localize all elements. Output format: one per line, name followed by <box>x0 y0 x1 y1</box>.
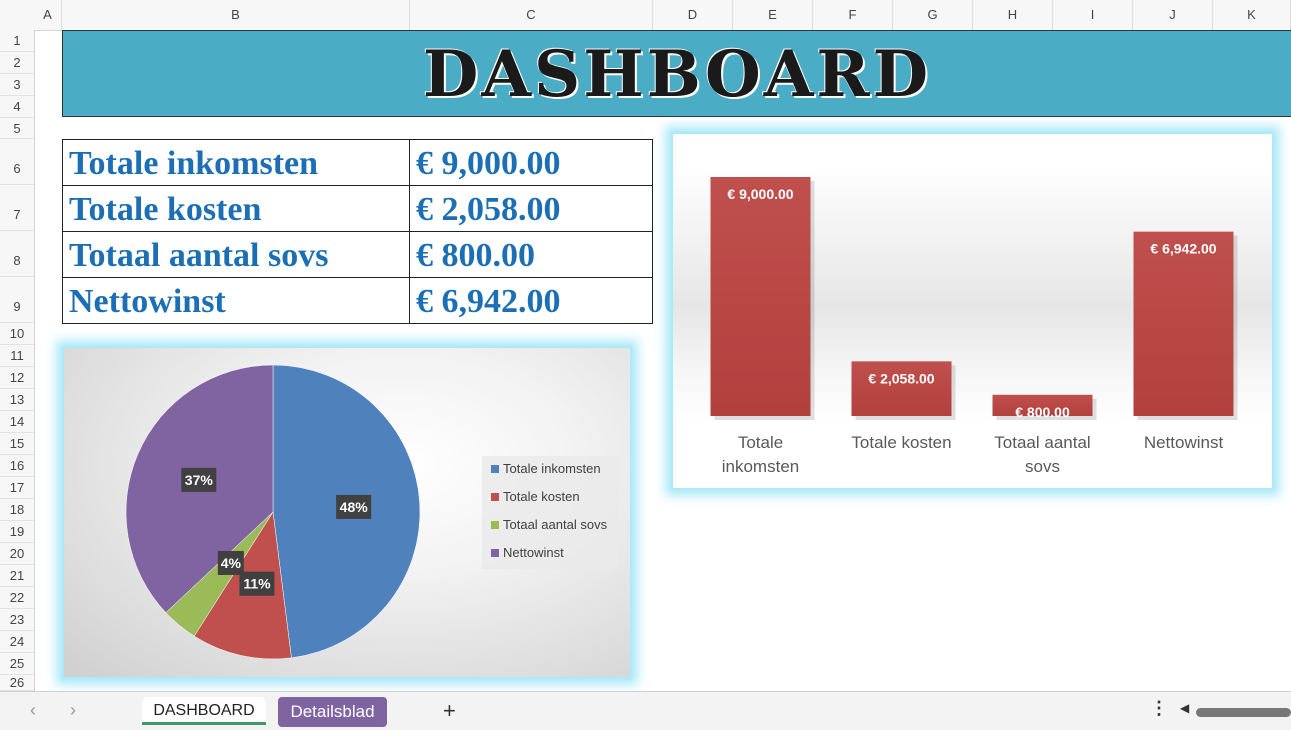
summary-label[interactable]: Totale inkomsten <box>62 139 410 186</box>
column-header-e[interactable]: E <box>733 0 813 30</box>
row-header-10[interactable]: 10 <box>0 323 34 345</box>
row-header-20[interactable]: 20 <box>0 543 34 565</box>
summary-value[interactable]: € 9,000.00 <box>409 139 653 186</box>
row-header-8[interactable]: 8 <box>0 231 34 277</box>
column-header-k[interactable]: K <box>1213 0 1291 30</box>
pie-data-label: 11% <box>243 576 271 592</box>
column-header-g[interactable]: G <box>893 0 973 30</box>
column-header-a[interactable]: A <box>34 0 62 30</box>
row-header-2[interactable]: 2 <box>0 52 34 74</box>
category-label: Nettowinst <box>1144 433 1224 452</box>
legend-swatch <box>491 521 499 529</box>
category-label: Totale inkomsten <box>722 433 799 476</box>
summary-value[interactable]: € 2,058.00 <box>409 185 653 232</box>
row-header-4[interactable]: 4 <box>0 96 34 118</box>
pie-chart-svg: 48% 11%4% 37% Totale inkomsten Totale koste… <box>125 364 619 660</box>
bar[interactable] <box>1133 231 1234 416</box>
summary-row: Totale inkomsten € 9,000.00 <box>62 139 653 186</box>
row-header-24[interactable]: 24 <box>0 631 34 653</box>
dashboard-banner[interactable]: DASHBOARD <box>62 30 1291 117</box>
column-header-h[interactable]: H <box>973 0 1053 30</box>
row-header-bar: 1 2 3 4 5 6 7 8 9 10 11 12 13 14 15 16 17 18 19 20 21 22 23 24 2… <box>0 30 35 691</box>
row-header-9[interactable]: 9 <box>0 277 34 323</box>
pie-data-label: 48% <box>340 499 369 515</box>
row-header-13[interactable]: 13 <box>0 389 34 411</box>
pie-chart[interactable]: 48% 11% 4% 37% Totale inkomsten Totale koste… <box>64 348 630 677</box>
legend-entry[interactable]: Totaal aantal sovs <box>503 517 608 532</box>
pie-data-label: 37% <box>185 472 214 488</box>
summary-label[interactable]: Totale kosten <box>62 185 410 232</box>
horizontal-scrollbar[interactable] <box>1196 708 1291 717</box>
legend-entry[interactable]: Totale inkomsten <box>503 461 601 476</box>
summary-table: Totale inkomsten € 9,000.00 Totale koste… <box>62 139 653 324</box>
row-header-7[interactable]: 7 <box>0 185 34 231</box>
bar[interactable] <box>710 177 811 416</box>
tab-dashboard[interactable]: DASHBOARD <box>142 697 266 725</box>
plus-icon[interactable]: + <box>443 698 456 723</box>
row-header-6[interactable]: 6 <box>0 139 34 185</box>
triangle-left-icon[interactable]: ◀ <box>1180 701 1190 715</box>
sheet-tab-bar: ‹ › DASHBOARD Detailsblad + ⋮ ◀ <box>0 691 1291 730</box>
bar[interactable] <box>992 394 1093 416</box>
bar[interactable] <box>851 361 952 416</box>
chevron-right-icon[interactable]: › <box>70 700 76 720</box>
category-label: Totale kosten <box>851 433 951 452</box>
legend-entry[interactable]: Totale kosten <box>503 489 580 504</box>
legend-swatch <box>491 465 499 473</box>
row-header-11[interactable]: 11 <box>0 345 34 367</box>
column-header-d[interactable]: D <box>653 0 733 30</box>
summary-row: Nettowinst € 6,942.00 <box>62 277 653 324</box>
row-header-26[interactable]: 26 <box>0 675 34 691</box>
row-header-16[interactable]: 16 <box>0 455 34 477</box>
row-header-18[interactable]: 18 <box>0 499 34 521</box>
bar-data-label: € 800.00 <box>1015 404 1070 420</box>
summary-label[interactable]: Nettowinst <box>62 277 410 324</box>
row-header-17[interactable]: 17 <box>0 477 34 499</box>
column-header-c[interactable]: C <box>410 0 653 30</box>
pie-label-box <box>336 494 372 519</box>
vertical-ellipsis-icon[interactable]: ⋮ <box>1150 698 1168 718</box>
bar-chart-svg: € 9,000.00 Totale inkomsten € 2,058.00 Total… <box>673 164 1272 476</box>
row-header-12[interactable]: 12 <box>0 367 34 389</box>
row-header-14[interactable]: 14 <box>0 411 34 433</box>
row-header-23[interactable]: 23 <box>0 609 34 631</box>
legend-swatch <box>491 549 499 557</box>
row-header-22[interactable]: 22 <box>0 587 34 609</box>
pie-label-box <box>181 467 217 492</box>
column-header-b[interactable]: B <box>62 0 410 30</box>
bar-data-label: € 6,942.00 <box>1150 241 1216 257</box>
legend-swatch <box>491 493 499 501</box>
bar-data-label: € 9,000.00 <box>727 186 793 202</box>
chevron-left-icon[interactable]: ‹ <box>30 700 36 720</box>
summary-label[interactable]: Totaal aantal sovs <box>62 231 410 278</box>
column-header-f[interactable]: F <box>813 0 893 30</box>
summary-row: Totaal aantal sovs € 800.00 <box>62 231 653 278</box>
dashboard-title: DASHBOARD <box>422 37 932 112</box>
legend-entry[interactable]: Nettowinst <box>503 545 564 560</box>
row-header-5[interactable]: 5 <box>0 118 34 139</box>
row-header-15[interactable]: 15 <box>0 433 34 455</box>
summary-value[interactable]: € 800.00 <box>409 231 653 278</box>
legend-box <box>482 456 619 569</box>
row-header-3[interactable]: 3 <box>0 74 34 96</box>
pie-label-box <box>239 571 275 596</box>
bar-data-label: € 2,058.00 <box>868 370 934 386</box>
column-header-j[interactable]: J <box>1133 0 1213 30</box>
row-header-25[interactable]: 25 <box>0 653 34 675</box>
column-header-i[interactable]: I <box>1053 0 1133 30</box>
category-label: Totaal aantal sovs <box>994 433 1090 476</box>
pie-data-label: 4% <box>221 555 242 571</box>
row-header-1[interactable]: 1 <box>0 30 34 52</box>
bar-chart[interactable]: € 9,000.00 Totale inkomsten € 2,058.00 Total… <box>673 134 1272 488</box>
tab-detailsblad[interactable]: Detailsblad <box>278 697 387 727</box>
pie-label-box <box>217 550 244 575</box>
row-header-19[interactable]: 19 <box>0 521 34 543</box>
summary-value[interactable]: € 6,942.00 <box>409 277 653 324</box>
summary-row: Totale kosten € 2,058.00 <box>62 185 653 232</box>
row-header-21[interactable]: 21 <box>0 565 34 587</box>
